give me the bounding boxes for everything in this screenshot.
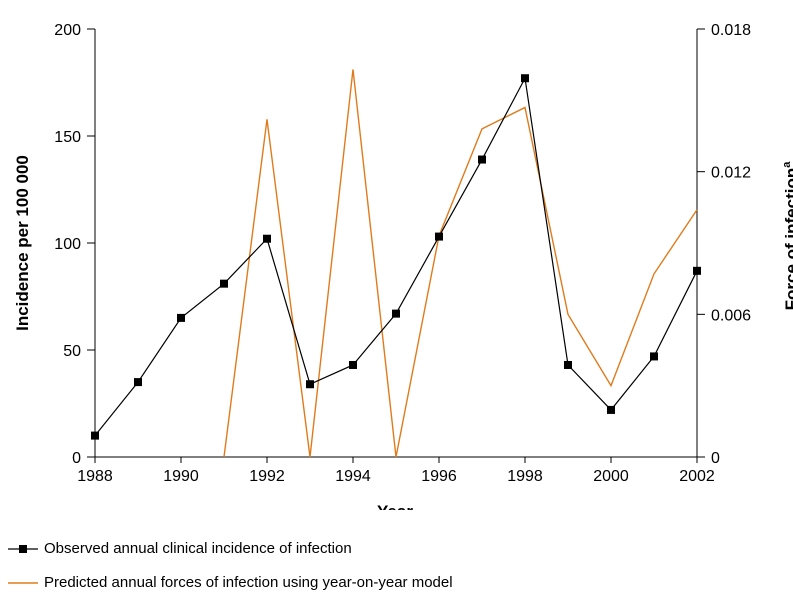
line-chart: 1988 1990 1992 1994 1996 1998 2000 200205010015… xyxy=(13,22,793,510)
y-right-tick-label: 0.018 xyxy=(711,22,751,39)
x-tick-label: 1994 xyxy=(335,468,371,485)
data-point-observed xyxy=(306,380,314,389)
data-point-observed xyxy=(650,352,658,361)
data-point-observed xyxy=(478,155,486,164)
x-tick-label: 1998 xyxy=(507,468,543,485)
data-point-observed xyxy=(134,378,142,387)
legend-label-observed: Observed annual clinical incidence of in… xyxy=(44,540,352,557)
data-point-observed xyxy=(349,360,357,369)
data-point-observed xyxy=(91,431,99,440)
x-tick-label: 2002 xyxy=(679,468,715,485)
data-point-observed xyxy=(607,405,615,414)
y-left-tick-label: 100 xyxy=(54,236,81,253)
y-right-tick-label: 0.006 xyxy=(711,307,751,324)
series-layer xyxy=(91,69,701,458)
legend-item-observed: Observed annual clinical incidence of in… xyxy=(8,540,352,557)
x-tick-label: 1996 xyxy=(421,468,457,485)
data-point-observed xyxy=(564,360,572,369)
data-point-observed xyxy=(693,266,701,275)
data-point-observed xyxy=(177,313,185,322)
y-left-axis-title: Incidence per 100 000 xyxy=(13,155,32,331)
x-tick-label: 1990 xyxy=(163,468,199,485)
y-left-tick-label: 200 xyxy=(54,22,81,39)
y-left-tick-label: 50 xyxy=(63,343,81,360)
x-axis-title: Year xyxy=(377,502,413,510)
series-line-predicted xyxy=(223,69,698,458)
y-left-tick-label: 150 xyxy=(54,129,81,146)
x-tick-label: 2000 xyxy=(593,468,629,485)
legend-item-predicted: Predicted annual forces of infection usi… xyxy=(8,574,453,591)
y-right-tick-label: 0 xyxy=(711,450,720,467)
axes: 1988 1990 1992 1994 1996 1998 2000 200205010015… xyxy=(54,22,751,485)
y-right-axis-title-text: Force of infection xyxy=(782,168,793,311)
y-right-axis-title: Force of infectiona xyxy=(781,161,793,311)
data-point-observed xyxy=(392,309,400,318)
legend-marker-predicted xyxy=(8,581,38,584)
data-point-observed xyxy=(435,232,443,241)
legend-marker-observed xyxy=(8,544,38,553)
y-left-tick-label: 0 xyxy=(72,450,81,467)
series-line-observed xyxy=(94,76,698,436)
legend-label-predicted: Predicted annual forces of infection usi… xyxy=(44,574,453,591)
y-right-axis-title-superscript: a xyxy=(781,161,793,168)
x-tick-label: 1988 xyxy=(77,468,113,485)
data-point-observed xyxy=(263,234,271,243)
x-tick-label: 1992 xyxy=(249,468,285,485)
y-right-tick-label: 0.012 xyxy=(711,165,751,182)
data-point-observed xyxy=(521,74,529,83)
data-point-observed xyxy=(220,279,228,288)
